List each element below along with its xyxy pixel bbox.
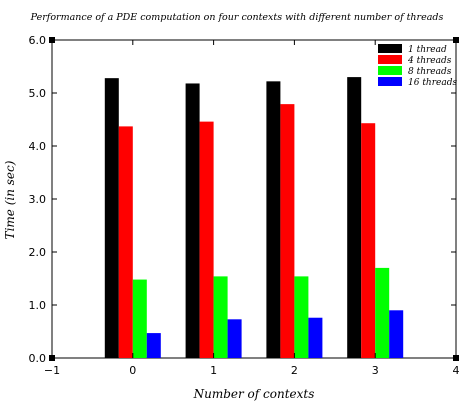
y-tick-label: 4.0 (29, 140, 47, 153)
x-tick-label: 0 (129, 364, 136, 377)
x-tick-label: 1 (210, 364, 217, 377)
legend-label: 16 threads (408, 78, 457, 88)
x-tick-label: 4 (453, 364, 460, 377)
legend-label: 4 threads (407, 56, 452, 66)
y-tick-label: 1.0 (29, 299, 47, 312)
x-tick-label: −1 (44, 364, 60, 377)
bar (132, 279, 147, 358)
legend-swatch (378, 77, 402, 86)
y-tick-label: 0.0 (29, 352, 47, 365)
y-tick-label: 6.0 (29, 34, 47, 47)
bar (375, 267, 390, 358)
legend-label: 8 threads (408, 67, 452, 77)
bar (361, 123, 376, 359)
bar (280, 104, 295, 358)
legend-swatch (378, 55, 402, 64)
bar (104, 78, 119, 358)
bar (213, 276, 228, 358)
legend-label: 1 thread (408, 45, 447, 55)
bar (185, 83, 200, 359)
x-tick-label: 3 (372, 364, 379, 377)
bar (347, 77, 362, 358)
y-tick-label: 3.0 (29, 193, 47, 206)
legend-swatch (378, 44, 402, 53)
x-axis-title: Number of contexts (193, 387, 315, 401)
legend-swatch (378, 66, 402, 75)
bar (146, 333, 161, 358)
x-tick-label: 2 (291, 364, 298, 377)
y-tick-label: 2.0 (29, 246, 47, 259)
bar (118, 126, 133, 358)
bar (308, 317, 323, 358)
bar (199, 121, 214, 359)
bar (294, 276, 309, 358)
bar (389, 310, 404, 358)
chart-title: Performance of a PDE computation on four… (30, 12, 444, 23)
y-axis-title: Time (in sec) (3, 160, 17, 239)
bar (227, 319, 242, 358)
y-tick-label: 5.0 (29, 87, 47, 100)
bar (266, 81, 281, 358)
